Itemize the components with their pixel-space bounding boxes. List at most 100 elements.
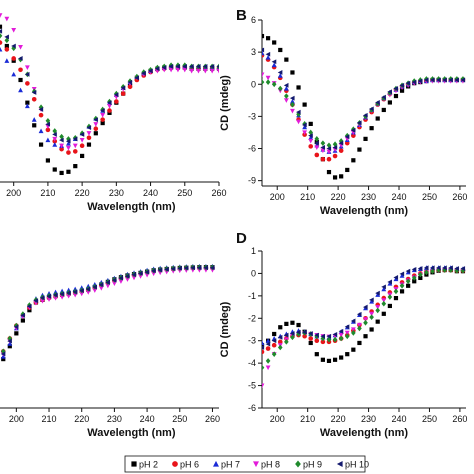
data-point [326,156,332,162]
legend-label: pH 8 [261,460,280,470]
data-point [53,292,58,298]
data-point [31,117,37,122]
data-point [338,335,344,342]
data-point [357,325,362,332]
data-point [381,107,386,113]
data-point [79,131,85,137]
data-point [127,84,133,90]
data-point [357,147,362,152]
data-point [148,68,153,74]
series-5 [262,76,466,149]
data-point [265,79,271,85]
data-point [356,120,362,126]
data-point [283,98,289,103]
data-point [283,82,289,88]
legend-item: pH 6 [172,460,199,470]
y-tick-label: -4 [248,358,256,368]
data-point [80,153,85,159]
x-tick-label: 240 [391,414,406,424]
legend: pH 2 pH 6 pH 7 pH 8 pH 9 pH 10 [124,455,369,473]
data-point [460,266,466,271]
data-point [7,338,12,344]
data-point [289,95,295,101]
data-point [363,136,368,141]
data-point [4,47,10,52]
data-point [18,56,23,61]
data-point [363,334,368,339]
data-point [369,327,374,332]
data-point [393,275,399,280]
data-point [448,77,453,83]
data-point [363,319,368,326]
y-axis-title: CD (mdeg) [219,75,231,131]
x-tick-label: 230 [109,188,124,198]
data-point [100,113,106,118]
series-2 [0,40,219,155]
data-point [277,70,283,75]
axis-frame: 200 210 220 230 240 250 260 [0,181,227,198]
legend-marker [172,461,178,467]
data-point [52,128,58,134]
data-point [314,352,319,357]
data-points [0,13,219,176]
x-tick-label: 200 [270,414,285,424]
x-tick-label: 250 [177,188,192,198]
data-point [302,102,307,107]
x-tick-label: 200 [6,188,21,198]
data-point [302,329,307,335]
data-point [125,277,130,282]
data-point [265,36,271,41]
data-point [393,93,399,99]
data-point [98,282,104,288]
data-point [107,103,112,109]
data-point [11,43,16,49]
data-point [105,283,111,289]
data-point [4,37,10,44]
data-point [45,158,51,163]
data-point [332,153,338,159]
data-point [369,106,374,112]
data-point [344,324,350,330]
data-point [100,108,105,114]
data-point [40,298,45,304]
data-point [357,322,362,328]
data-point [86,131,92,136]
legend-frame [124,455,366,473]
data-point [283,332,289,338]
data-point [405,278,411,285]
data-point [127,79,133,85]
data-point [272,40,277,45]
data-point [369,298,375,304]
data-point [86,135,92,141]
data-point [24,71,30,77]
data-point [66,169,71,174]
data-point [296,85,301,90]
data-point [46,297,52,302]
data-point [406,283,411,288]
data-point [265,338,271,343]
data-point [308,138,314,144]
x-tick-label: 250 [422,192,437,202]
data-point [363,317,368,322]
data-point [92,288,98,293]
data-point [338,138,344,144]
x-tick-label: 260 [452,192,467,202]
data-point [271,342,277,348]
data-point [4,43,9,49]
data-point [308,331,313,336]
data-point [216,65,219,68]
data-point [381,311,386,316]
data-point [175,67,181,73]
data-point [189,63,194,69]
data-point [38,112,44,118]
data-points [262,33,466,180]
data-point [118,275,124,281]
x-axis-title: Wavelength (nm) [87,201,176,213]
data-point [59,291,65,297]
data-point [113,92,119,98]
data-point [338,140,344,146]
data-point [283,86,289,91]
data-point [296,119,301,125]
series-2 [262,53,466,162]
x-tick-label: 240 [140,414,155,424]
